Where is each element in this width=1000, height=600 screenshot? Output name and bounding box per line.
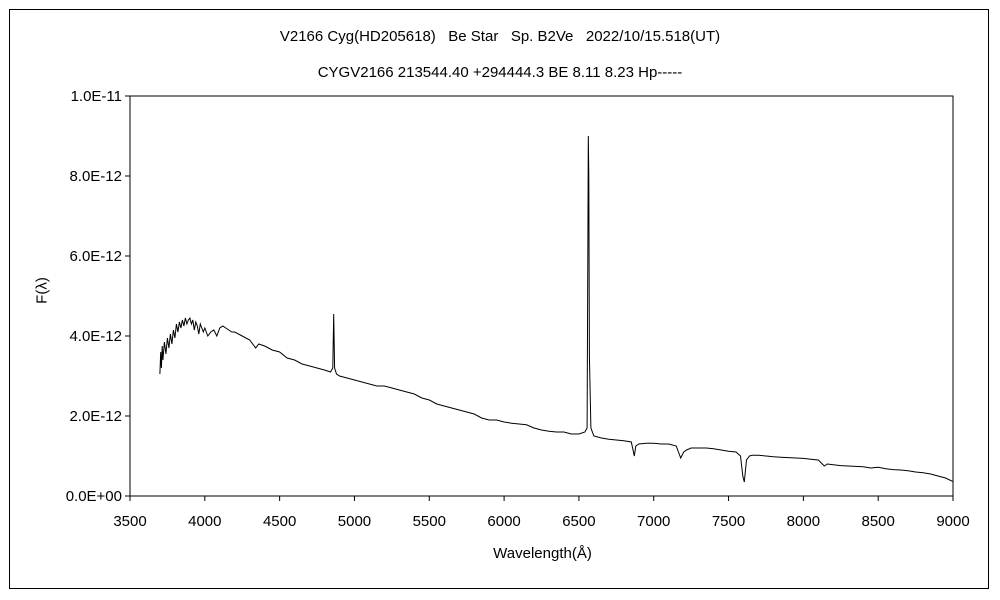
y-axis-label: F(λ) <box>33 277 51 304</box>
chart-frame <box>9 9 989 589</box>
series-group <box>159 135 954 483</box>
x-tick-label: 5500 <box>413 513 446 530</box>
x-tick-label: 3500 <box>113 513 146 530</box>
y-tick-label: 0.0E+00 <box>66 488 122 505</box>
x-tick-label: 8000 <box>787 513 820 530</box>
x-tick-label: 4500 <box>263 513 296 530</box>
plot-area-border <box>129 95 954 497</box>
y-tick-label: 4.0E-12 <box>69 328 122 345</box>
x-tick-label: 9000 <box>936 513 969 530</box>
y-tick-label: 1.0E-11 <box>71 88 122 105</box>
y-tick-label: 2.0E-12 <box>69 408 122 425</box>
spectrum-line <box>159 135 954 483</box>
axes <box>129 95 954 497</box>
y-ticks: 0.0E+00 2.0E-12 4.0E-12 6.0E-12 8.0E-12 1.0E-… <box>66 88 130 505</box>
chart-title: V2166 Cyg(HD205618) Be Star Sp. B2Ve 202… <box>279 28 721 45</box>
x-axis-label: Wavelength(Å) <box>493 545 592 562</box>
x-tick-label: 6000 <box>487 513 520 530</box>
y-tick-label: 8.0E-12 <box>69 168 122 185</box>
x-tick-label: 6500 <box>562 513 595 530</box>
x-tick-label: 7500 <box>712 513 745 530</box>
x-tick-label: 5000 <box>338 513 371 530</box>
y-tick-label: 6.0E-12 <box>69 248 122 265</box>
x-tick-label: 8500 <box>861 513 894 530</box>
chart-subtitle: CYGV2166 213544.40 +294444.3 BE 8.11 8.2… <box>317 64 683 81</box>
x-ticks: 3500 4000 4500 5000 5500 6000 6500 7000 7500 8000… <box>113 496 970 530</box>
x-tick-label: 4000 <box>188 513 221 530</box>
x-tick-label: 7000 <box>637 513 670 530</box>
